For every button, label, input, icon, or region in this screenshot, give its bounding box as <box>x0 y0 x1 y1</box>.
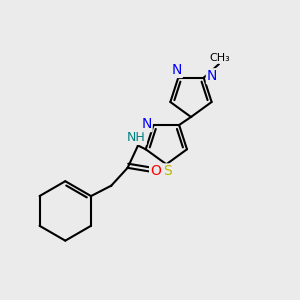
Text: N: N <box>207 69 217 83</box>
Text: N: N <box>141 117 152 131</box>
Text: O: O <box>150 164 161 178</box>
Text: NH: NH <box>127 131 146 144</box>
Text: S: S <box>163 164 172 178</box>
Text: N: N <box>172 63 182 77</box>
Text: CH₃: CH₃ <box>210 53 230 63</box>
